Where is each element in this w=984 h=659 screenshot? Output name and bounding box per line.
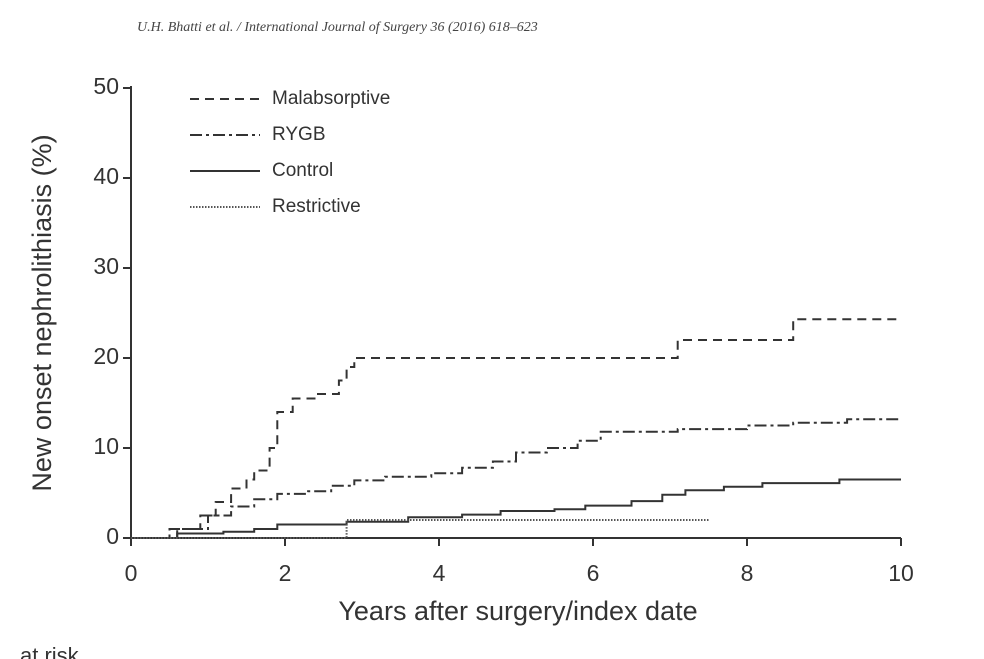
y-axis-title: New onset nephrolithiasis (%) (27, 134, 57, 491)
x-tick-label: 0 (125, 560, 138, 586)
footer-fragment: at risk (20, 643, 80, 659)
x-tick-label: 4 (433, 560, 446, 586)
step-line (131, 519, 709, 539)
step-line (131, 318, 901, 539)
y-tick-label: 20 (93, 343, 119, 369)
y-tick-label: 40 (93, 163, 119, 189)
legend-label: Malabsorptive (272, 88, 390, 109)
legend-label: Control (272, 160, 333, 181)
x-tick-label: 10 (888, 560, 914, 586)
step-line (131, 478, 901, 539)
x-tick-label: 6 (587, 560, 600, 586)
y-tick-label: 10 (93, 433, 119, 459)
y-tick-label: 30 (93, 253, 119, 279)
header: U.H. Bhatti et al. / International Journ… (137, 20, 538, 35)
x-tick-label: 2 (279, 560, 292, 586)
y-tick-label: 50 (93, 73, 119, 99)
x-axis-title: Years after surgery/index date (338, 596, 697, 626)
legend-label: Restrictive (272, 196, 361, 217)
legend-label: RYGB (272, 124, 326, 145)
y-tick-label: 0 (106, 523, 119, 549)
x-tick-label: 8 (741, 560, 754, 586)
step-line (131, 418, 901, 539)
